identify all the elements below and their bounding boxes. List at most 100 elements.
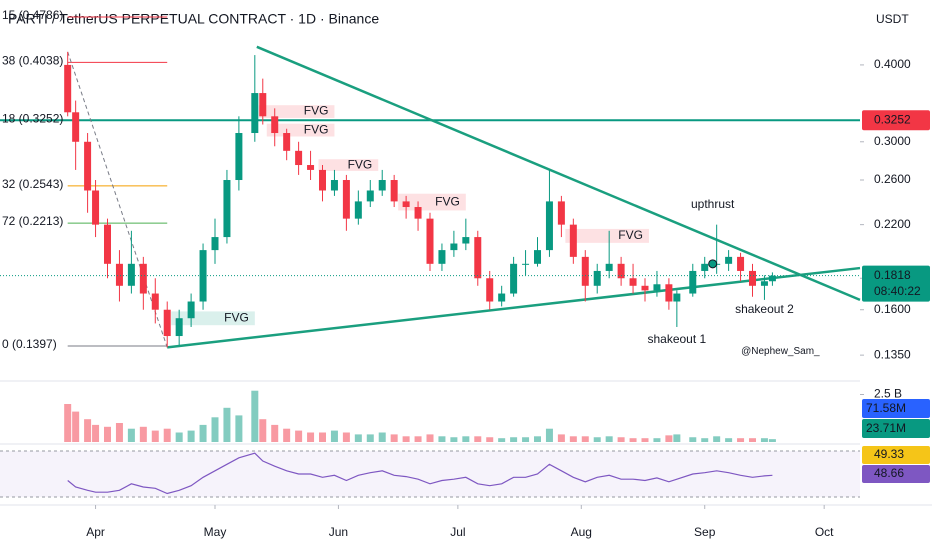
rsi-line — [67, 452, 773, 495]
candle-body — [593, 270, 601, 286]
candle-body — [187, 301, 195, 319]
volume-bar — [330, 430, 338, 442]
fvg-label: FVG — [304, 104, 329, 118]
candle-body — [92, 190, 100, 225]
volume-bar — [223, 407, 231, 442]
volume-bar — [342, 432, 350, 442]
candle-body — [641, 285, 649, 291]
volume-bar — [689, 437, 697, 442]
volume-bar — [163, 428, 171, 442]
candle-body — [673, 293, 681, 302]
price-badge — [862, 265, 930, 302]
volume-bar — [605, 436, 613, 442]
candle-body — [569, 224, 577, 257]
volume-bar — [581, 436, 589, 442]
fvg-box — [258, 105, 335, 118]
volume-bar — [653, 438, 661, 442]
rsi-badge-label: 48.66 — [874, 466, 904, 480]
annotation: upthrust — [691, 197, 735, 211]
volume-bar — [235, 415, 243, 442]
volume-bar — [84, 419, 92, 442]
volume-bar — [151, 430, 159, 442]
candle-body — [605, 263, 613, 271]
candle-body — [557, 201, 565, 225]
volume-bar — [749, 438, 756, 442]
x-tick-label: May — [204, 525, 227, 539]
volume-bar — [211, 417, 219, 442]
volume-bar — [498, 438, 506, 442]
annotation: shakeout 2 — [735, 302, 794, 316]
volume-bar — [414, 436, 422, 442]
candle-body — [653, 284, 661, 291]
volume-bar — [187, 430, 195, 442]
x-tick-label: Oct — [815, 525, 834, 539]
candle-body — [199, 250, 207, 302]
candle-body — [402, 201, 410, 208]
x-tick-label: Jul — [450, 525, 465, 539]
x-tick-label: Aug — [571, 525, 592, 539]
volume-bar — [641, 438, 649, 442]
candle-body — [115, 263, 123, 286]
fvg-label: FVG — [224, 310, 249, 324]
volume-bar — [92, 424, 100, 442]
fvg-box — [318, 159, 379, 171]
candle-body — [151, 293, 159, 310]
fvg-label: FVG — [304, 122, 329, 136]
candle-body — [295, 150, 303, 166]
fib-label: 32 (0.2543) — [2, 177, 63, 191]
volume-bar — [115, 423, 123, 442]
volume-bar — [510, 437, 518, 442]
price-badge-label: 0.1818 — [874, 268, 911, 282]
volume-badge-label: 71.58M — [866, 401, 906, 415]
volume-bar — [673, 434, 681, 442]
candle-body — [534, 250, 541, 264]
fib-label: 18 (0.3252) — [2, 111, 63, 125]
y-tick-label: 0.1350 — [874, 347, 911, 361]
trendline — [167, 266, 861, 349]
candle-body — [510, 263, 518, 294]
candle-body — [139, 263, 147, 294]
candle-body — [251, 93, 259, 134]
annotation: @Nephew_Sam_ — [741, 346, 820, 357]
candle-body — [259, 93, 267, 117]
volume-bar — [462, 436, 470, 442]
fib-label: 38 (0.4038) — [2, 54, 63, 68]
volume-bar — [127, 428, 135, 442]
candle-body — [414, 207, 422, 219]
volume-bar — [354, 434, 362, 442]
fvg-box — [398, 193, 466, 211]
volume-bar — [64, 404, 72, 442]
rsi-badge — [862, 465, 930, 483]
fvg-label: FVG — [348, 157, 373, 171]
volume-bar — [701, 438, 709, 442]
candle-body — [163, 309, 171, 337]
y-tick-label: 0.3000 — [874, 134, 911, 148]
candle-body — [689, 270, 697, 294]
volume-bar — [450, 437, 458, 442]
candle-body — [342, 180, 350, 219]
volume-bar — [665, 435, 673, 442]
price-badge-timer: 08:40:22 — [874, 284, 921, 298]
volume-bar — [378, 432, 386, 442]
volume-bar — [139, 426, 147, 442]
guide-line — [67, 51, 168, 348]
candle-body — [354, 201, 362, 219]
volume-bar — [366, 434, 374, 442]
volume-bar — [522, 437, 530, 442]
volume-bar — [486, 437, 494, 442]
volume-bar — [426, 434, 434, 442]
volume-bar — [737, 438, 745, 442]
candle-body — [617, 263, 625, 279]
volume-bar — [534, 436, 541, 442]
candle-body — [498, 293, 506, 302]
candle-body — [64, 64, 72, 113]
candle-body — [127, 263, 135, 286]
candle-body — [701, 263, 709, 271]
rsi-band — [0, 451, 860, 497]
candle-body — [366, 190, 374, 202]
candle-body — [307, 165, 315, 170]
volume-bar — [199, 424, 207, 442]
volume-bar — [545, 428, 553, 442]
